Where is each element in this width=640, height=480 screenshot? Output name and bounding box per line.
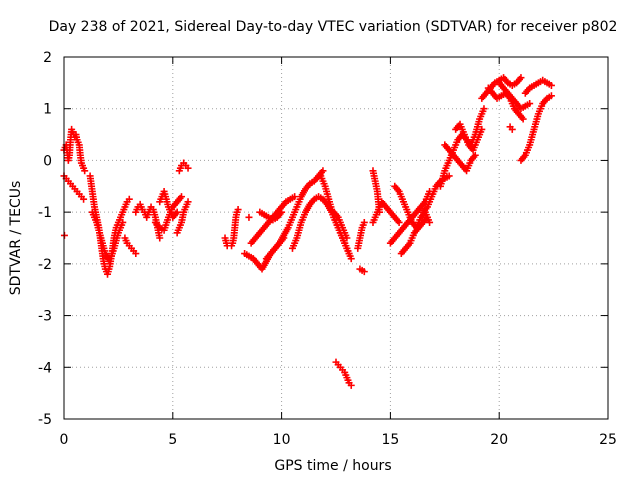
x-tick-label: 10 xyxy=(273,432,291,448)
x-tick-label: 0 xyxy=(60,432,69,448)
data-point xyxy=(347,381,355,389)
data-point xyxy=(547,92,555,100)
data-point xyxy=(478,125,486,133)
data-point xyxy=(245,213,253,221)
data-points xyxy=(60,74,555,389)
data-point xyxy=(517,74,525,82)
data-point xyxy=(423,213,431,221)
y-tick-label: 0 xyxy=(43,153,52,169)
data-point xyxy=(125,195,133,203)
chart-title: Day 238 of 2021, Sidereal Day-to-day VTE… xyxy=(49,19,618,35)
y-tick-label: -1 xyxy=(38,205,52,221)
data-point xyxy=(234,206,242,214)
y-tick-label: 2 xyxy=(43,50,52,66)
data-point xyxy=(291,193,299,201)
data-point xyxy=(178,193,186,201)
data-point xyxy=(278,208,286,216)
x-axis-title: GPS time / hours xyxy=(274,458,391,474)
data-point xyxy=(80,195,88,203)
y-tick-label: -5 xyxy=(38,412,52,428)
data-point xyxy=(360,268,368,276)
y-axis-title: SDTVAR / TECUs xyxy=(8,181,24,296)
data-point xyxy=(526,100,534,108)
data-point xyxy=(184,164,192,172)
x-tick-label: 15 xyxy=(381,432,399,448)
data-point xyxy=(81,167,89,175)
y-tick-label: -2 xyxy=(38,257,52,273)
data-point xyxy=(508,125,516,133)
data-point xyxy=(173,208,181,216)
data-point xyxy=(132,250,140,258)
data-point xyxy=(347,255,355,263)
data-point xyxy=(119,218,127,226)
data-point xyxy=(519,115,527,123)
y-tick-label: -3 xyxy=(38,309,52,325)
x-tick-label: 5 xyxy=(168,432,177,448)
data-point xyxy=(184,198,192,206)
data-point xyxy=(547,81,555,89)
x-tick-label: 20 xyxy=(490,432,508,448)
data-point xyxy=(319,167,327,175)
y-tick-label: -4 xyxy=(38,360,52,376)
data-point xyxy=(156,234,164,242)
x-tick-label: 25 xyxy=(599,432,617,448)
data-point xyxy=(480,105,488,113)
data-point xyxy=(360,218,368,226)
tick-labels: 0 5 10 15 20 25 -5 -4 -3 -2 -1 0 1 2 xyxy=(38,50,617,448)
data-point xyxy=(343,234,351,242)
data-point xyxy=(395,218,403,226)
y-tick-label: 1 xyxy=(43,102,52,118)
plot-frame xyxy=(63,56,609,420)
data-point xyxy=(426,218,434,226)
data-point xyxy=(471,151,479,159)
